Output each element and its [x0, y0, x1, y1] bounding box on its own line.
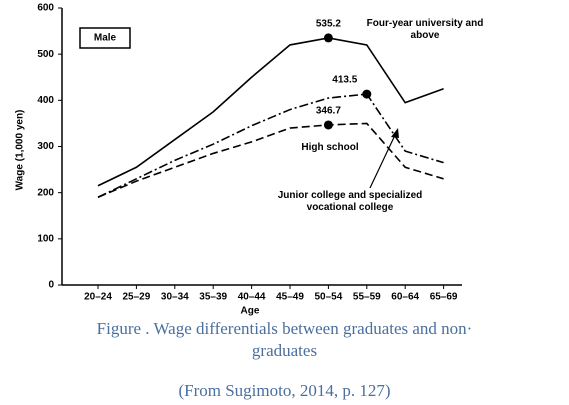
- point-marker: [323, 120, 333, 130]
- y-tick-label: 100: [37, 233, 54, 244]
- series-label: Four-year university and above: [366, 18, 484, 41]
- series-line: [97, 93, 444, 199]
- y-tick-label: 0: [48, 280, 54, 291]
- panel-label: Male: [94, 33, 117, 44]
- x-tick-label: 55–59: [353, 292, 381, 303]
- x-tick-label: 20–24: [84, 292, 112, 303]
- series-label: Junior college and specialized vocationa…: [277, 190, 423, 213]
- point-marker: [323, 33, 333, 43]
- arrow-head: [391, 128, 399, 138]
- caption-source: (From Sugimoto, 2014, p. 127): [178, 381, 391, 400]
- x-tick-label: 65–69: [430, 292, 458, 303]
- x-tick-label: 25–29: [122, 292, 150, 303]
- x-tick-label: 45–49: [276, 292, 304, 303]
- point-marker: [362, 89, 372, 99]
- panel-box: [79, 27, 131, 49]
- y-tick-label: 500: [37, 49, 54, 60]
- series-line: [97, 122, 444, 199]
- y-tick-label: 200: [37, 187, 54, 198]
- x-tick-label: 35–39: [199, 292, 227, 303]
- y-tick-label: 300: [37, 141, 54, 152]
- x-axis-label: Age: [241, 306, 260, 317]
- caption-line: graduates: [251, 341, 318, 360]
- annotation-arrow: [369, 132, 397, 189]
- caption-line: Figure . Wage differentials between grad…: [96, 319, 473, 338]
- data-label: 535.2: [316, 19, 341, 30]
- data-label: 413.5: [332, 75, 357, 86]
- x-tick-label: 60–64: [391, 292, 419, 303]
- y-tick-label: 600: [37, 3, 54, 14]
- chart: Male Wage (1,000 yen) Age 0 100 200 300 400 5…: [15, 3, 462, 317]
- series-line: [97, 37, 444, 187]
- x-tick-label: 40–44: [238, 292, 266, 303]
- data-label: 346.7: [316, 106, 341, 117]
- y-tick-label: 400: [37, 95, 54, 106]
- y-axis-label: Wage (1,000 yen): [15, 110, 26, 191]
- x-tick-label: 50–54: [314, 292, 342, 303]
- series-label: High school: [301, 142, 359, 153]
- x-tick-label: 30–34: [161, 292, 189, 303]
